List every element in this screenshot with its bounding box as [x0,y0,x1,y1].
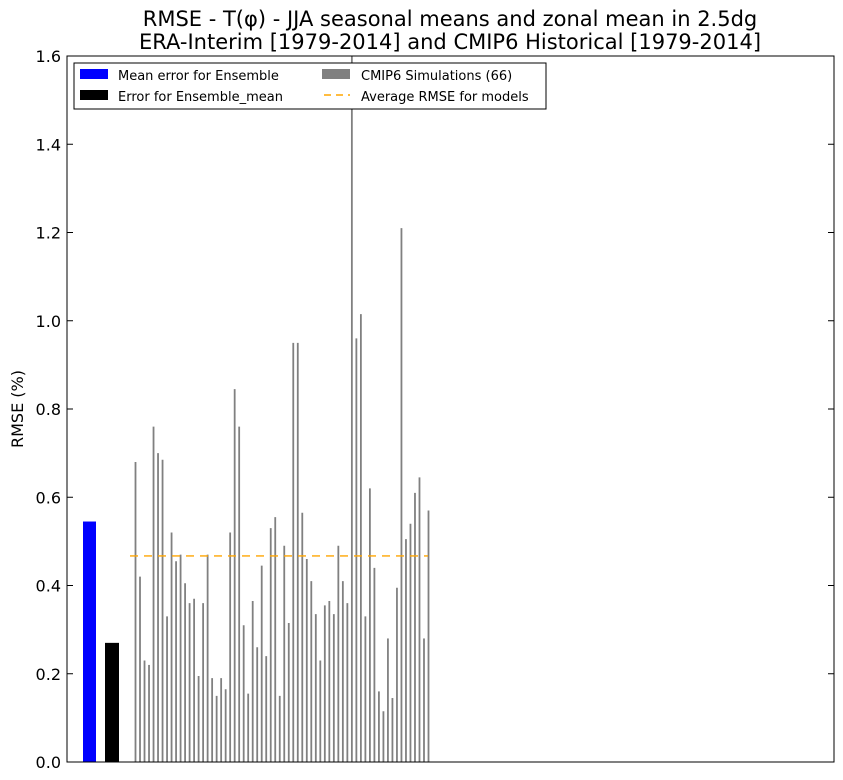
legend: Mean error for Ensemble Error for Ensemb… [73,62,547,110]
y-tick-label: 0.4 [36,577,61,596]
legend-swatch-ensemble [80,69,108,79]
y-tick-label: 1.6 [36,47,61,66]
legend-label-ensemble-mean: Error for Ensemble_mean [118,90,283,105]
legend-swatch-ensemble-mean [80,90,108,100]
y-tick-label: 0.6 [36,488,61,507]
bar-ensemble-mean [105,642,119,762]
legend-frame [73,62,547,110]
bar-ensemble-mean-error [83,521,96,762]
axes-frame [66,55,835,763]
legend-swatch-cmip6 [322,69,350,79]
y-tick-label: 1.2 [36,224,61,243]
y-tick-label: 1.4 [36,135,61,154]
plot-area: 0.0 0.2 0.4 0.6 0.8 1.0 1.2 1.4 1.6 [36,47,835,772]
legend-label-ensemble: Mean error for Ensemble [118,69,279,84]
legend-label-cmip6: CMIP6 Simulations (66) [361,69,512,84]
chart-title-line2: ERA-Interim [1979-2014] and CMIP6 Histor… [139,30,761,54]
legend-label-average: Average RMSE for models [361,90,529,105]
y-tick-label: 0.8 [36,400,61,419]
y-axis-label: RMSE (%) [8,370,27,448]
y-tick-label: 0.0 [36,753,61,772]
y-tick-label: 1.0 [36,312,61,331]
chart-title-line1: RMSE - T(φ) - JJA seasonal means and zon… [143,7,758,31]
y-tick-label: 0.2 [36,665,61,684]
